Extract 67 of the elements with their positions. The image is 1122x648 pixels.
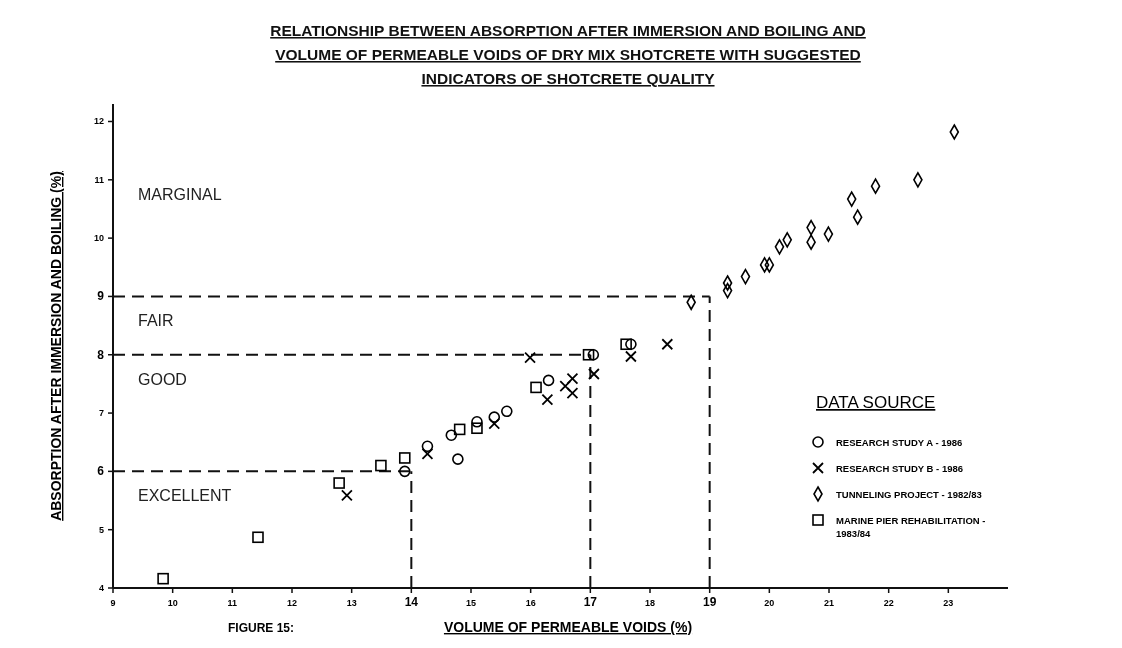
point xyxy=(252,531,264,544)
y-tick-label: 7 xyxy=(98,408,104,419)
annotation: EXCELLENT xyxy=(138,487,232,505)
y-axis-title: ABSORPTION AFTER IMMERSION AND BOILING (%) xyxy=(48,171,64,521)
x-tick-label: 18 xyxy=(644,598,656,608)
point xyxy=(625,338,637,351)
point xyxy=(471,416,483,428)
point xyxy=(488,411,501,423)
x-tick-label: 20 xyxy=(764,598,775,608)
x-tick-label: 9 xyxy=(110,598,116,608)
y-tick-label: 8 xyxy=(97,347,105,362)
point xyxy=(524,351,536,364)
x-tick-label: 10 xyxy=(167,598,178,608)
y-tick-label: 5 xyxy=(98,524,104,535)
point xyxy=(453,423,466,436)
point xyxy=(541,393,554,406)
annotation: FAIR xyxy=(138,312,174,330)
point xyxy=(501,405,513,418)
point xyxy=(471,422,483,435)
x-tick-label: 21 xyxy=(823,598,835,608)
y-tick-label: 9 xyxy=(97,289,105,304)
point xyxy=(566,372,579,385)
point xyxy=(625,350,637,363)
point xyxy=(488,417,501,430)
x-tick-label: 13 xyxy=(346,598,357,608)
x-tick-label: 14 xyxy=(404,595,419,609)
point xyxy=(421,440,434,453)
point xyxy=(588,368,600,380)
point xyxy=(542,374,555,387)
x-tick-label: 16 xyxy=(525,598,536,608)
point xyxy=(398,452,411,464)
point xyxy=(340,489,353,502)
point xyxy=(661,338,674,351)
x-tick-label: 22 xyxy=(883,598,894,608)
y-tick-label: 12 xyxy=(93,116,104,127)
x-tick-label: 12 xyxy=(286,598,298,608)
point xyxy=(157,572,169,585)
legend-label: RESEARCH STUDY A - 1986 xyxy=(836,437,963,448)
legend-title: DATA SOURCE xyxy=(816,393,936,412)
point xyxy=(582,348,595,361)
point xyxy=(452,453,464,465)
legend-label: RESEARCH STUDY B - 1986 xyxy=(836,463,964,474)
x-tick-label: 15 xyxy=(465,598,477,608)
point xyxy=(375,459,387,472)
annotation: GOOD xyxy=(138,370,187,388)
y-tick-label: 10 xyxy=(93,233,104,244)
caption: FIGURE 15: xyxy=(228,621,295,635)
chart-title: RELATIONSHIP BETWEEN ABSORPTION AFTER IMMERSION AND BOILING AND VOLUME OF PERMEABLE VOIDS OF DRY MIX SHOTCRETE WITH SUGGESTED INDICATORS OF SHOTCRETE QUALITY xyxy=(270,22,866,87)
point xyxy=(421,447,434,460)
point xyxy=(445,429,458,442)
annotation: MARGINAL xyxy=(138,186,222,204)
x-tick-label: 17 xyxy=(583,595,598,609)
legend-label: TUNNELING PROJECT - 1982/83 xyxy=(836,489,982,500)
x-axis-title: VOLUME OF PERMEABLE VOIDS (%) xyxy=(443,619,693,635)
point xyxy=(566,387,579,400)
x-tick-label: 23 xyxy=(943,598,954,608)
point xyxy=(620,338,632,351)
x-tick-label: 11 xyxy=(227,598,238,608)
point xyxy=(530,381,542,394)
y-tick-label: 4 xyxy=(98,583,104,593)
point xyxy=(398,465,411,478)
x-tick-label: 19 xyxy=(702,595,717,609)
legend-label: MARINE PIER REHABILITATION - 1983/84 xyxy=(836,515,986,539)
y-tick-label: 6 xyxy=(97,464,105,479)
point xyxy=(333,477,345,489)
point xyxy=(587,348,600,361)
y-tick-label: 11 xyxy=(94,174,104,185)
